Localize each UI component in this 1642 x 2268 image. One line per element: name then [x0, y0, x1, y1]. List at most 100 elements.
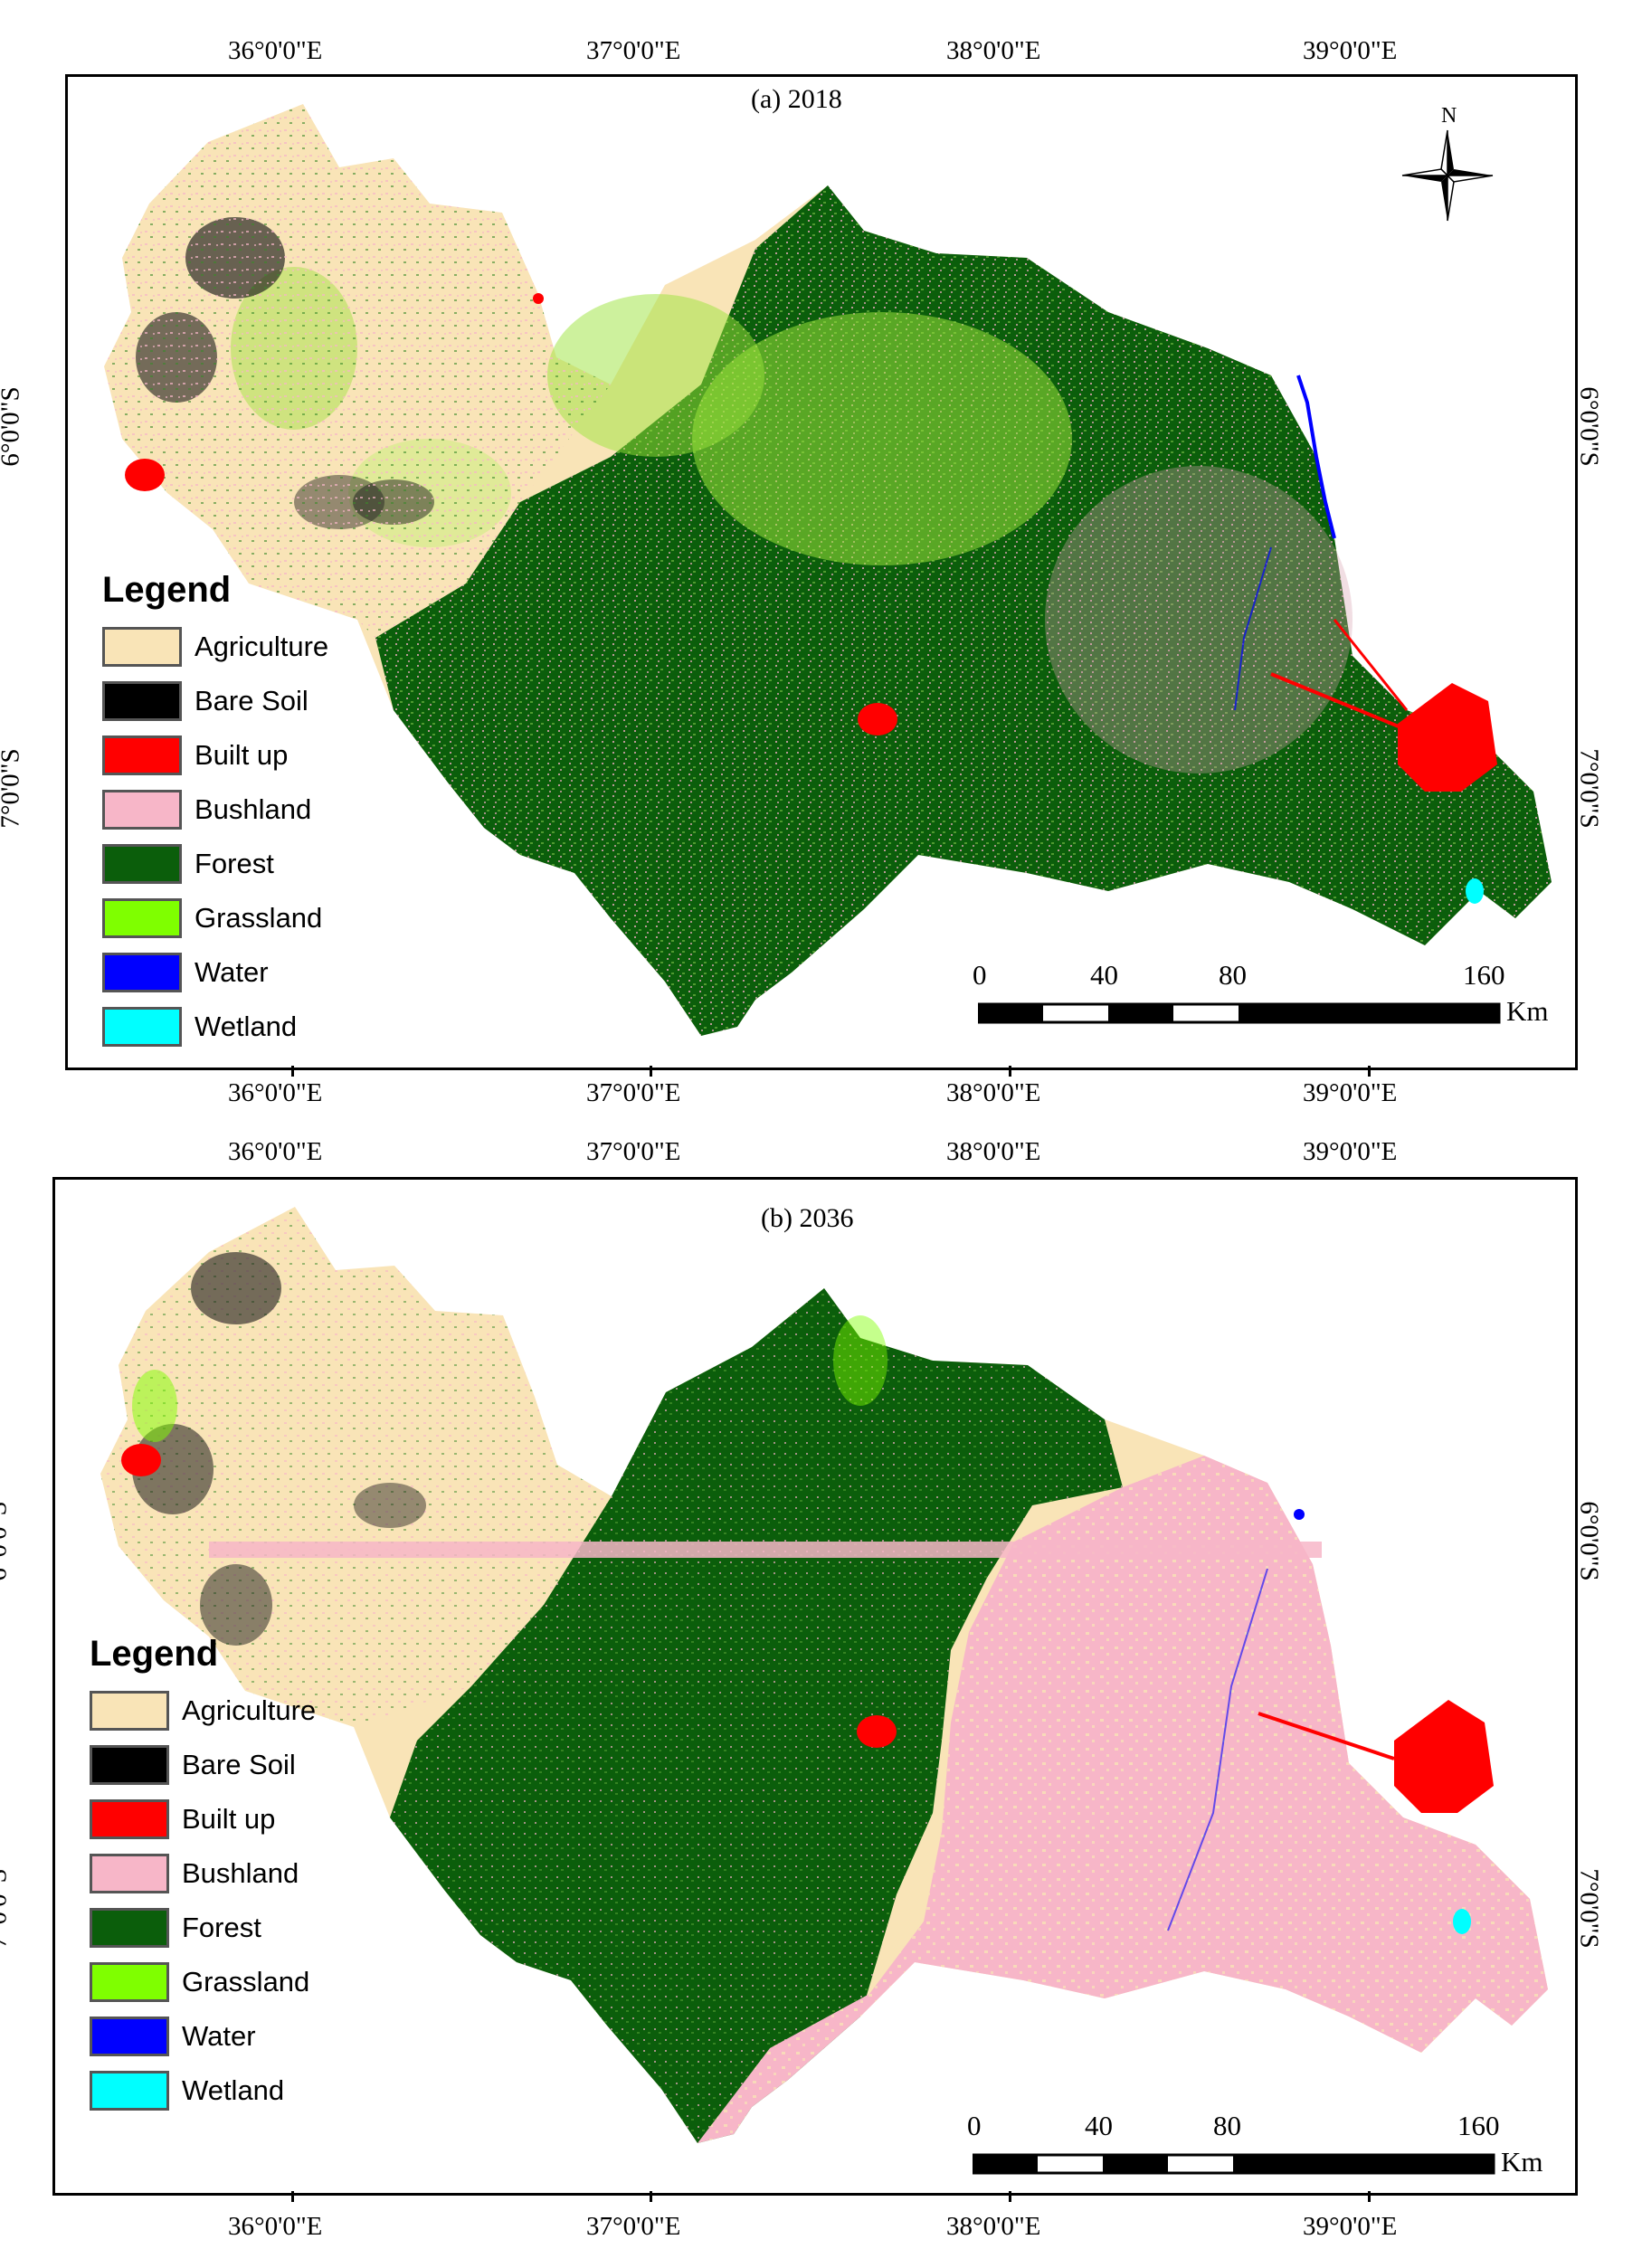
legend-item: Built up [90, 1792, 316, 1846]
map-panel-2018: 36°0'0"E 37°0'0"E 38°0'0"E 39°0'0"E [0, 0, 1642, 1126]
scale-tick-80: 80 [1219, 959, 1247, 991]
lon-label-bottom-39: 39°0'0"E [1303, 1078, 1398, 1107]
lat-label-left-6: 6°0'0"S [0, 386, 25, 467]
map-panel-2036: 36°0'0"E 37°0'0"E 38°0'0"E 39°0'0"E [0, 1126, 1642, 2268]
tick [291, 2191, 294, 2202]
legend-item: Agriculture [90, 1684, 316, 1738]
tick [650, 2191, 652, 2202]
lon-label-top-38: 38°0'0"E [946, 36, 1041, 65]
legend-swatch [90, 2071, 169, 2111]
tick [1009, 2191, 1011, 2202]
lat-label-left-7: 7°0'0"S [0, 748, 25, 829]
legend-label: Grassland [182, 1966, 310, 1998]
legend-label: Bare Soil [195, 685, 308, 716]
legend: Legend Agriculture Bare Soil Built up Bu… [102, 570, 328, 1054]
lon-label-bottom-36: 36°0'0"E [228, 2212, 323, 2241]
scale-tick-80: 80 [1213, 2110, 1241, 2141]
legend-label: Grassland [195, 902, 323, 934]
legend-label: Bare Soil [182, 1749, 296, 1780]
legend-title: Legend [90, 1634, 219, 1674]
legend-label: Built up [182, 1803, 276, 1835]
legend-label: Agriculture [195, 631, 329, 662]
legend-swatch [102, 627, 182, 667]
tick [1009, 1066, 1011, 1077]
legend-swatch [90, 1854, 169, 1893]
builtup-west [121, 1444, 161, 1476]
north-label: N [1441, 104, 1457, 128]
scale-tick-40: 40 [1090, 959, 1118, 991]
legend-item: Bare Soil [102, 674, 328, 728]
lat-label-left-6: 6°0'0"S [0, 1501, 13, 1581]
scale-bar: 0 40 80 160 Km [973, 959, 1561, 1031]
lon-label-bottom-38: 38°0'0"E [946, 1078, 1041, 1107]
scale-tick-40: 40 [1085, 2110, 1113, 2141]
legend-swatch [90, 2017, 169, 2056]
builtup-center [857, 1715, 897, 1748]
builtup-east [1394, 1700, 1494, 1813]
legend-swatch [90, 1799, 169, 1839]
map-frame: (b) 2036 Legend Agriculture Bare Soil Bu… [52, 1177, 1578, 2196]
lat-label-right-6: 6°0'0"S [1574, 386, 1604, 467]
legend-label: Water [195, 956, 269, 988]
builtup-east [1398, 683, 1497, 792]
builtup-center [858, 703, 897, 735]
legend-label: Forest [195, 848, 274, 879]
legend-swatch [102, 681, 182, 721]
lon-label-top-38: 38°0'0"E [946, 1137, 1041, 1166]
lon-label-bottom-37: 37°0'0"E [586, 1078, 681, 1107]
map-frame: (a) 2018 N Legend Agriculture Bare Soil … [65, 74, 1578, 1070]
legend: Legend Agriculture Bare Soil Built up Bu… [90, 1634, 316, 2118]
lat-label-left-7: 7°0'0"S [0, 1868, 13, 1949]
land-cover-map [104, 104, 1552, 1036]
legend-item: Water [102, 945, 328, 1000]
legend-label: Water [182, 2020, 256, 2052]
legend-label: Bushland [182, 1857, 299, 1889]
legend-swatch [102, 844, 182, 884]
legend-item: Bare Soil [90, 1738, 316, 1792]
legend-swatch [90, 1691, 169, 1731]
builtup-west [125, 459, 165, 491]
scale-unit: Km [1501, 2146, 1543, 2178]
scale-bar-graphic [978, 1002, 1501, 1024]
legend-swatch [102, 790, 182, 830]
tick [1368, 2191, 1371, 2202]
lon-label-top-39: 39°0'0"E [1303, 1137, 1398, 1166]
legend-swatch [90, 1962, 169, 2002]
lat-label-right-7: 7°0'0"S [1574, 748, 1604, 829]
scale-tick-0: 0 [967, 2110, 982, 2141]
legend-title: Legend [102, 570, 232, 610]
legend-swatch [90, 1745, 169, 1785]
legend-swatch [102, 898, 182, 938]
lon-label-top-36: 36°0'0"E [228, 36, 323, 65]
map-title: (a) 2018 [751, 84, 842, 114]
scale-tick-160: 160 [1463, 959, 1505, 991]
land-cover-map [100, 1207, 1548, 2143]
lon-label-top-37: 37°0'0"E [586, 36, 681, 65]
legend-label: Bushland [195, 793, 312, 825]
lon-label-top-37: 37°0'0"E [586, 1137, 681, 1166]
lon-label-bottom-36: 36°0'0"E [228, 1078, 323, 1107]
compass-icon [1401, 129, 1494, 222]
legend-label: Wetland [182, 2074, 285, 2106]
legend-item: Bushland [102, 783, 328, 837]
lon-label-bottom-39: 39°0'0"E [1303, 2212, 1398, 2241]
lon-label-top-39: 39°0'0"E [1303, 36, 1398, 65]
lat-label-right-6: 6°0'0"S [1574, 1501, 1604, 1581]
legend-item: Grassland [102, 891, 328, 945]
legend-label: Wetland [195, 1011, 298, 1042]
scale-tick-0: 0 [973, 959, 987, 991]
north-arrow: N [1398, 104, 1497, 222]
lon-label-top-36: 36°0'0"E [228, 1137, 323, 1166]
legend-swatch [102, 735, 182, 775]
legend-swatch [90, 1908, 169, 1948]
tick [1368, 1066, 1371, 1077]
legend-item: Grassland [90, 1955, 316, 2009]
tick [291, 1066, 294, 1077]
legend-item: Agriculture [102, 620, 328, 674]
tick [650, 1066, 652, 1077]
map-title: (b) 2036 [761, 1203, 854, 1233]
legend-item: Bushland [90, 1846, 316, 1901]
legend-label: Built up [195, 739, 289, 771]
legend-swatch [102, 953, 182, 992]
lat-label-right-7: 7°0'0"S [1574, 1868, 1604, 1949]
